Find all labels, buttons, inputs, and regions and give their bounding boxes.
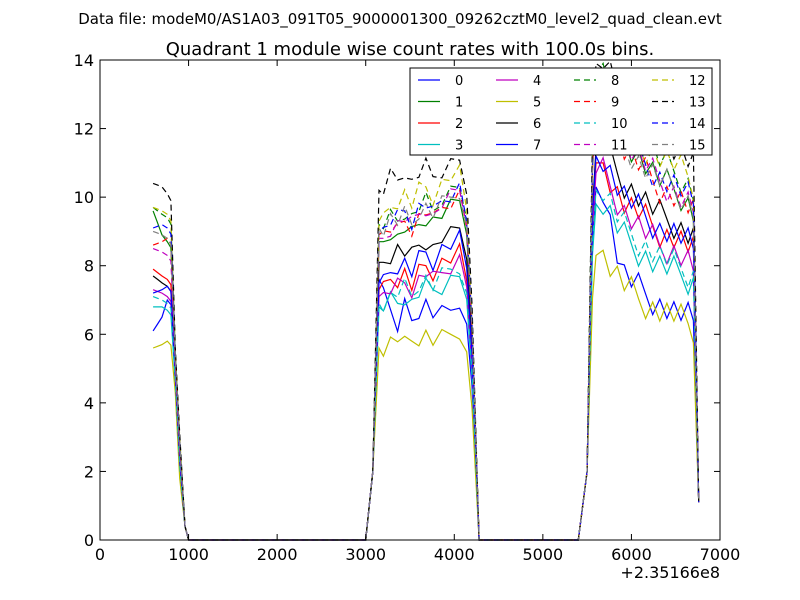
legend-label-1: 1: [455, 96, 463, 111]
x-tick-label: 7000: [700, 545, 741, 564]
chart-title: Quadrant 1 module wise count rates with …: [166, 39, 655, 60]
data-file-title: Data file: modeM0/AS1A03_091T05_90000013…: [78, 10, 722, 29]
legend-box: [409, 67, 713, 156]
series-line-12: [152, 81, 700, 541]
legend-label-5: 5: [533, 96, 541, 111]
legend-label-0: 0: [455, 74, 463, 89]
x-tick-label: 3000: [345, 545, 386, 564]
y-tick-label: 8: [84, 257, 94, 276]
x-tick-label: 0: [95, 545, 105, 564]
legend-label-11: 11: [611, 139, 628, 154]
y-tick-label: 4: [84, 394, 94, 413]
y-tick-label: 12: [74, 120, 94, 139]
legend-label-3: 3: [455, 139, 463, 154]
x-tick-label: 5000: [522, 545, 563, 564]
x-tick-label: 6000: [611, 545, 652, 564]
x-tick-label: 2000: [257, 545, 298, 564]
x-tick-label: 1000: [168, 545, 209, 564]
series-line-11: [152, 80, 700, 541]
y-tick-label: 14: [74, 51, 94, 70]
legend-label-14: 14: [689, 117, 706, 132]
legend-label-7: 7: [533, 139, 541, 154]
x-offset-label: +2.35166e8: [620, 563, 720, 582]
legend-label-13: 13: [689, 96, 706, 111]
axes-frame: [99, 59, 721, 541]
y-tick-label: 6: [84, 325, 94, 344]
y-tick-label: 0: [84, 531, 94, 550]
legend-label-15: 15: [689, 139, 706, 154]
legend-label-8: 8: [611, 74, 619, 89]
legend-label-6: 6: [533, 117, 541, 132]
legend-label-10: 10: [611, 117, 628, 132]
series-line-15: [152, 96, 700, 541]
y-tick-label: 2: [84, 462, 94, 481]
legend-label-4: 4: [533, 74, 541, 89]
x-tick-label: 4000: [434, 545, 475, 564]
y-tick-label: 10: [74, 188, 94, 207]
legend-label-2: 2: [455, 117, 463, 132]
series-line-10: [152, 188, 700, 541]
legend-label-9: 9: [611, 96, 619, 111]
legend-label-12: 12: [689, 74, 706, 89]
